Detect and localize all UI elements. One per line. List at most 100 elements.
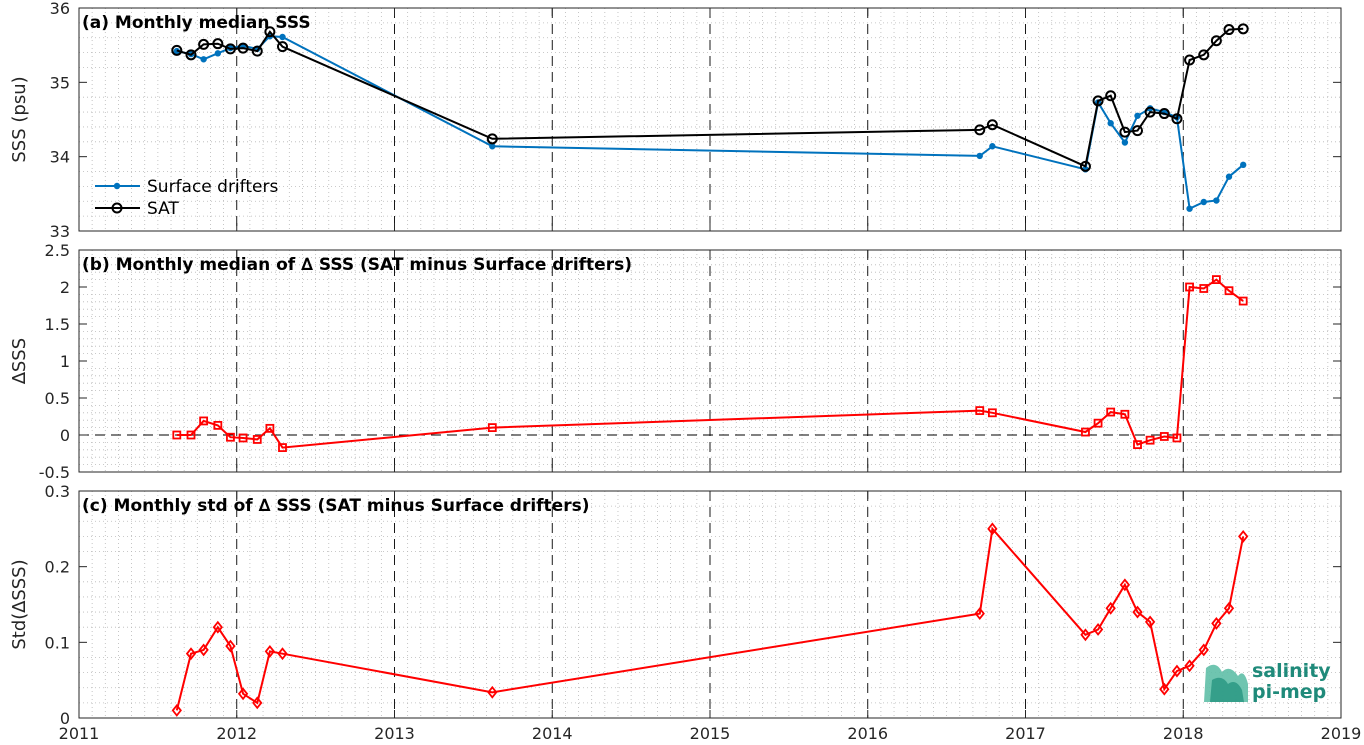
data-point <box>989 143 996 150</box>
x-tick-label: 2017 <box>1005 724 1046 743</box>
y-tick-label: 36 <box>50 0 70 18</box>
data-point <box>1081 427 1090 437</box>
data-point <box>1198 49 1210 61</box>
data-point <box>214 50 222 57</box>
data-point <box>1237 23 1249 35</box>
data-point <box>212 38 224 50</box>
panel-title: (a) Monthly median SSS <box>82 13 311 33</box>
data-point <box>1185 282 1194 292</box>
series-line <box>176 278 1244 449</box>
data-point <box>265 423 275 433</box>
data-point <box>1171 113 1183 125</box>
y-tick-label: 0 <box>60 426 70 445</box>
panel-title: (c) Monthly std of ∆ SSS (SAT minus Surf… <box>82 496 589 516</box>
legend-swatch-marker <box>111 202 123 214</box>
y-tick-label: 0.5 <box>45 389 70 408</box>
data-point <box>1210 35 1222 47</box>
data-point <box>1107 120 1114 127</box>
y-tick-label: -0.5 <box>39 463 70 482</box>
data-point <box>1223 601 1235 615</box>
data-point <box>1134 112 1141 119</box>
data-point <box>986 119 998 131</box>
data-point <box>975 406 985 415</box>
data-point <box>1225 173 1233 180</box>
y-tick-label: 35 <box>50 73 70 92</box>
data-point <box>1223 24 1235 36</box>
data-point <box>1211 275 1221 285</box>
logo-text-pimep: pi-mep <box>1252 681 1326 703</box>
data-point <box>252 435 262 444</box>
y-tick-label: 0 <box>60 709 70 728</box>
y-tick-label: 0.3 <box>45 482 70 501</box>
data-point <box>1119 578 1131 592</box>
x-tick-label: 2014 <box>532 724 573 743</box>
y-tick-label: 1.5 <box>45 315 70 334</box>
data-point <box>1133 440 1142 450</box>
data-point <box>1172 433 1182 443</box>
data-point <box>199 416 209 426</box>
legend-swatch-marker <box>113 182 121 190</box>
data-point <box>213 420 223 430</box>
data-point <box>172 430 182 440</box>
data-point <box>1239 161 1247 169</box>
data-point <box>1184 659 1195 673</box>
legend-label: SAT <box>147 199 179 219</box>
data-point <box>1144 106 1156 118</box>
data-point <box>171 44 183 56</box>
year-lines <box>236 8 1184 231</box>
data-point <box>171 703 182 717</box>
data-point <box>1211 616 1222 630</box>
data-point <box>1213 197 1220 204</box>
year-lines <box>236 491 1184 718</box>
data-point <box>987 522 998 536</box>
y-axis-label: ∆SSS <box>9 338 30 385</box>
data-point <box>1105 90 1117 102</box>
y-tick-label: 0.1 <box>45 633 70 652</box>
data-point <box>276 41 288 53</box>
data-point <box>1200 198 1207 206</box>
data-point <box>226 432 235 442</box>
data-point <box>1132 125 1144 137</box>
y-tick-label: 33 <box>50 222 70 241</box>
data-point <box>1106 407 1116 417</box>
series-line <box>175 526 1245 711</box>
series-line <box>176 27 1244 168</box>
data-point <box>1132 605 1143 619</box>
data-point <box>1238 529 1249 543</box>
data-point <box>198 38 210 50</box>
data-point <box>237 42 249 54</box>
y-tick-label: 2 <box>60 278 70 297</box>
data-point <box>1119 126 1131 138</box>
data-point <box>486 133 498 145</box>
panels: 33 34 35 36 SSS (psu) (a) Monthly median SSS S… <box>9 0 1361 743</box>
data-point <box>487 423 497 433</box>
x-tick-label: 2019 <box>1321 724 1362 743</box>
data-point <box>1121 139 1129 146</box>
data-point <box>974 607 985 621</box>
data-point <box>198 643 209 657</box>
data-point <box>1080 628 1091 642</box>
data-point <box>1092 95 1104 107</box>
panel-title: (b) Monthly median of ∆ SSS (SAT minus S… <box>82 255 632 275</box>
data-point <box>1144 615 1156 629</box>
x-tick-label: 2013 <box>374 724 415 743</box>
data-point <box>278 443 287 452</box>
y-tick-label: 1 <box>60 352 70 371</box>
data-point <box>1120 409 1130 419</box>
y-tick-label: 34 <box>50 148 70 167</box>
series-0 <box>171 522 1249 717</box>
data-point <box>1079 160 1091 172</box>
data-point <box>212 620 223 634</box>
data-point <box>1145 435 1155 445</box>
data-point <box>1171 664 1183 678</box>
data-point <box>1199 284 1209 293</box>
logo-text-salinity: salinity <box>1252 660 1331 682</box>
data-point <box>1198 643 1209 657</box>
panel-a: 33 34 35 36 SSS (psu) (a) Monthly median SSS S… <box>9 0 1342 241</box>
panel-b: -0.5 0 0.5 1 1.5 2 2.5 ∆SSS (b) Monthly median o… <box>9 241 1342 482</box>
x-tick-label: 2016 <box>847 724 888 743</box>
legend-label: Surface drifters <box>147 177 278 197</box>
data-point <box>1238 296 1248 306</box>
data-point <box>1105 601 1116 615</box>
